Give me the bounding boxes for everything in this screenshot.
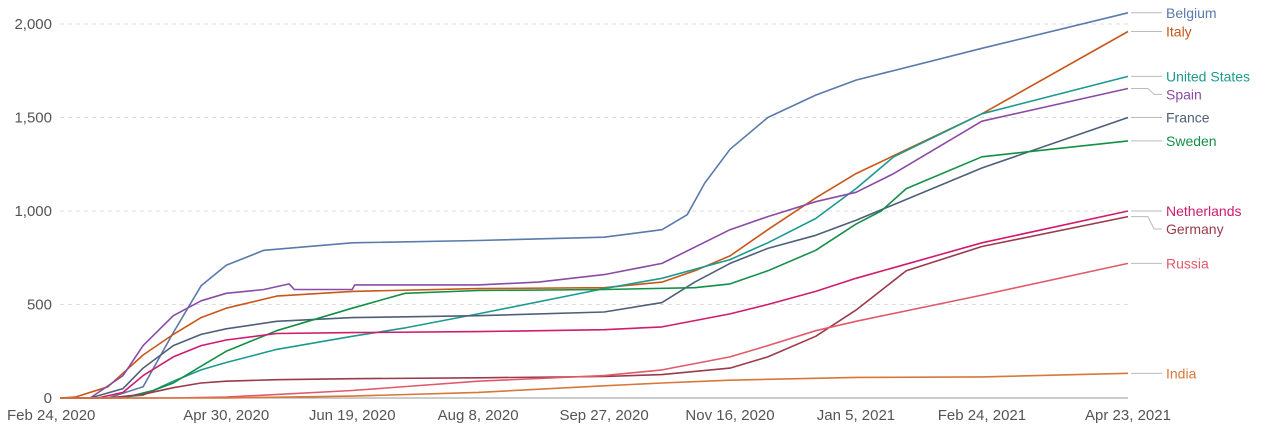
series-line-france <box>60 116 1129 399</box>
x-tick-label: Apr 23, 2021 <box>1085 407 1171 424</box>
end-label-netherlands: Netherlands <box>1166 203 1242 219</box>
y-tick-label: 2,000 <box>14 16 52 33</box>
series-lines <box>59 12 1129 399</box>
series-line-united-states <box>60 75 1129 399</box>
end-label-russia: Russia <box>1166 255 1209 271</box>
end-label-spain: Spain <box>1166 86 1202 102</box>
label-connector-spain <box>1131 88 1162 95</box>
x-tick-label: Apr 30, 2020 <box>183 407 269 424</box>
end-label-france: France <box>1166 110 1210 126</box>
end-labels: Belgium Italy United States Spain France Swed… <box>1131 5 1250 381</box>
axes: 0 500 1,000 1,500 2,000 Feb 24, 2020 Apr 30, 2… <box>7 16 1171 424</box>
y-tick-label: 1,500 <box>14 110 52 127</box>
y-tick-label: 1,000 <box>14 203 52 220</box>
label-connector-germany <box>1131 216 1162 230</box>
end-label-italy: Italy <box>1166 23 1192 39</box>
end-label-sweden: Sweden <box>1166 133 1217 149</box>
series-line-netherlands <box>60 210 1129 399</box>
x-tick-label: Sep 27, 2020 <box>559 407 648 424</box>
series-line-india <box>60 372 1129 399</box>
x-tick-label: Aug 8, 2020 <box>438 407 519 424</box>
x-tick-label: Feb 24, 2020 <box>7 407 95 424</box>
series-line-germany <box>60 215 1129 399</box>
x-tick-label: Jun 19, 2020 <box>309 407 396 424</box>
end-label-germany: Germany <box>1166 221 1224 237</box>
end-label-india: India <box>1166 365 1197 381</box>
series-line-italy <box>59 30 1129 399</box>
y-tick-label: 0 <box>44 390 52 407</box>
x-tick-label: Feb 24, 2021 <box>938 407 1026 424</box>
x-tick-label: Jan 5, 2021 <box>817 407 895 424</box>
x-tick-label: Nov 16, 2020 <box>685 407 774 424</box>
end-label-united-states: United States <box>1166 68 1250 84</box>
end-label-belgium: Belgium <box>1166 5 1217 21</box>
y-tick-label: 500 <box>27 297 52 314</box>
series-line-belgium <box>60 12 1129 399</box>
gridlines <box>60 23 1128 305</box>
series-line-russia <box>60 262 1129 399</box>
series-line-sweden <box>60 140 1129 399</box>
series-line-spain <box>60 87 1129 399</box>
